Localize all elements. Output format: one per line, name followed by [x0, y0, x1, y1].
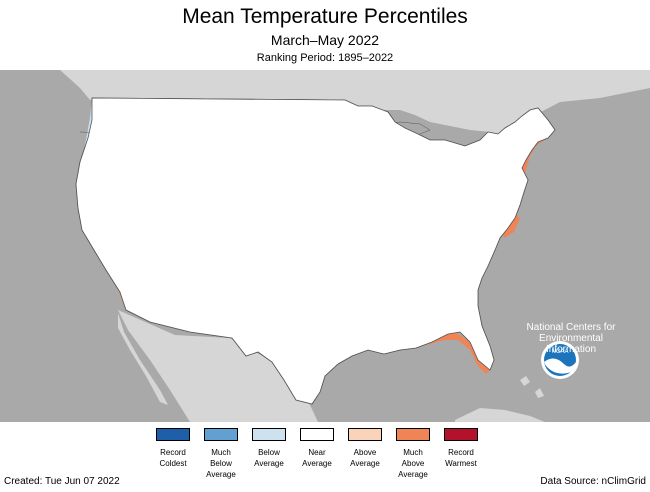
legend-label: Much Below Average	[191, 447, 251, 480]
legend-label: Record Warmest	[431, 447, 491, 469]
legend-label-line: Below	[210, 459, 232, 468]
legend-swatch	[300, 428, 334, 441]
legend-label-line: Below	[258, 448, 280, 457]
legend-label-line: Coldest	[159, 459, 187, 468]
legend-label-line: Average	[398, 470, 428, 479]
legend-swatch	[156, 428, 190, 441]
map-title: Mean Temperature Percentiles	[182, 5, 468, 28]
legend-swatch	[252, 428, 286, 441]
data-source: Data Source: nClimGrid	[540, 476, 646, 487]
legend-label-line: Average	[254, 459, 284, 468]
legend-label-line: Record	[160, 448, 186, 457]
temperature-percentile-map: NOAA	[0, 70, 650, 422]
legend-label-line: Average	[206, 470, 236, 479]
noaa-org-line3: Information	[545, 344, 597, 355]
legend-label-line: Record	[448, 448, 474, 457]
noaa-logo-text: NOAA	[551, 349, 568, 355]
noaa-logo: NOAA	[541, 341, 579, 379]
legend-label: Record Coldest	[143, 447, 203, 469]
bahamas-islands	[520, 376, 544, 398]
legend-swatch	[444, 428, 478, 441]
map-subtitle: March–May 2022	[270, 32, 380, 48]
legend-swatch	[396, 428, 430, 441]
noaa-org-line1: National Centers for	[526, 322, 616, 333]
baja-peninsula	[118, 313, 168, 405]
legend-swatch	[348, 428, 382, 441]
ranking-period: Ranking Period: 1895–2022	[256, 52, 394, 64]
legend-label-line: Much	[211, 448, 231, 457]
created-date: Created: Tue Jun 07 2022	[4, 476, 120, 487]
legend-label-line: Near	[308, 448, 326, 457]
legend-label: Below Average	[239, 447, 299, 469]
legend-label: Near Average	[287, 447, 347, 469]
legend-label-line: Average	[302, 459, 332, 468]
legend-label-line: Much	[403, 448, 423, 457]
legend-label-line: Average	[350, 459, 380, 468]
legend-label-line: Above	[353, 448, 377, 457]
legend-label-line: Warmest	[445, 459, 477, 468]
cuba-island	[455, 408, 545, 422]
legend-label: Above Average	[335, 447, 395, 469]
legend-swatch	[204, 428, 238, 441]
legend-label-line: Above	[401, 459, 425, 468]
mexico-landmass	[118, 310, 318, 422]
legend-label: Much Above Average	[383, 447, 443, 480]
noaa-org-line2: Environmental	[539, 333, 603, 344]
noaa-org-name: National Centers for Environmental Infor…	[512, 322, 630, 355]
